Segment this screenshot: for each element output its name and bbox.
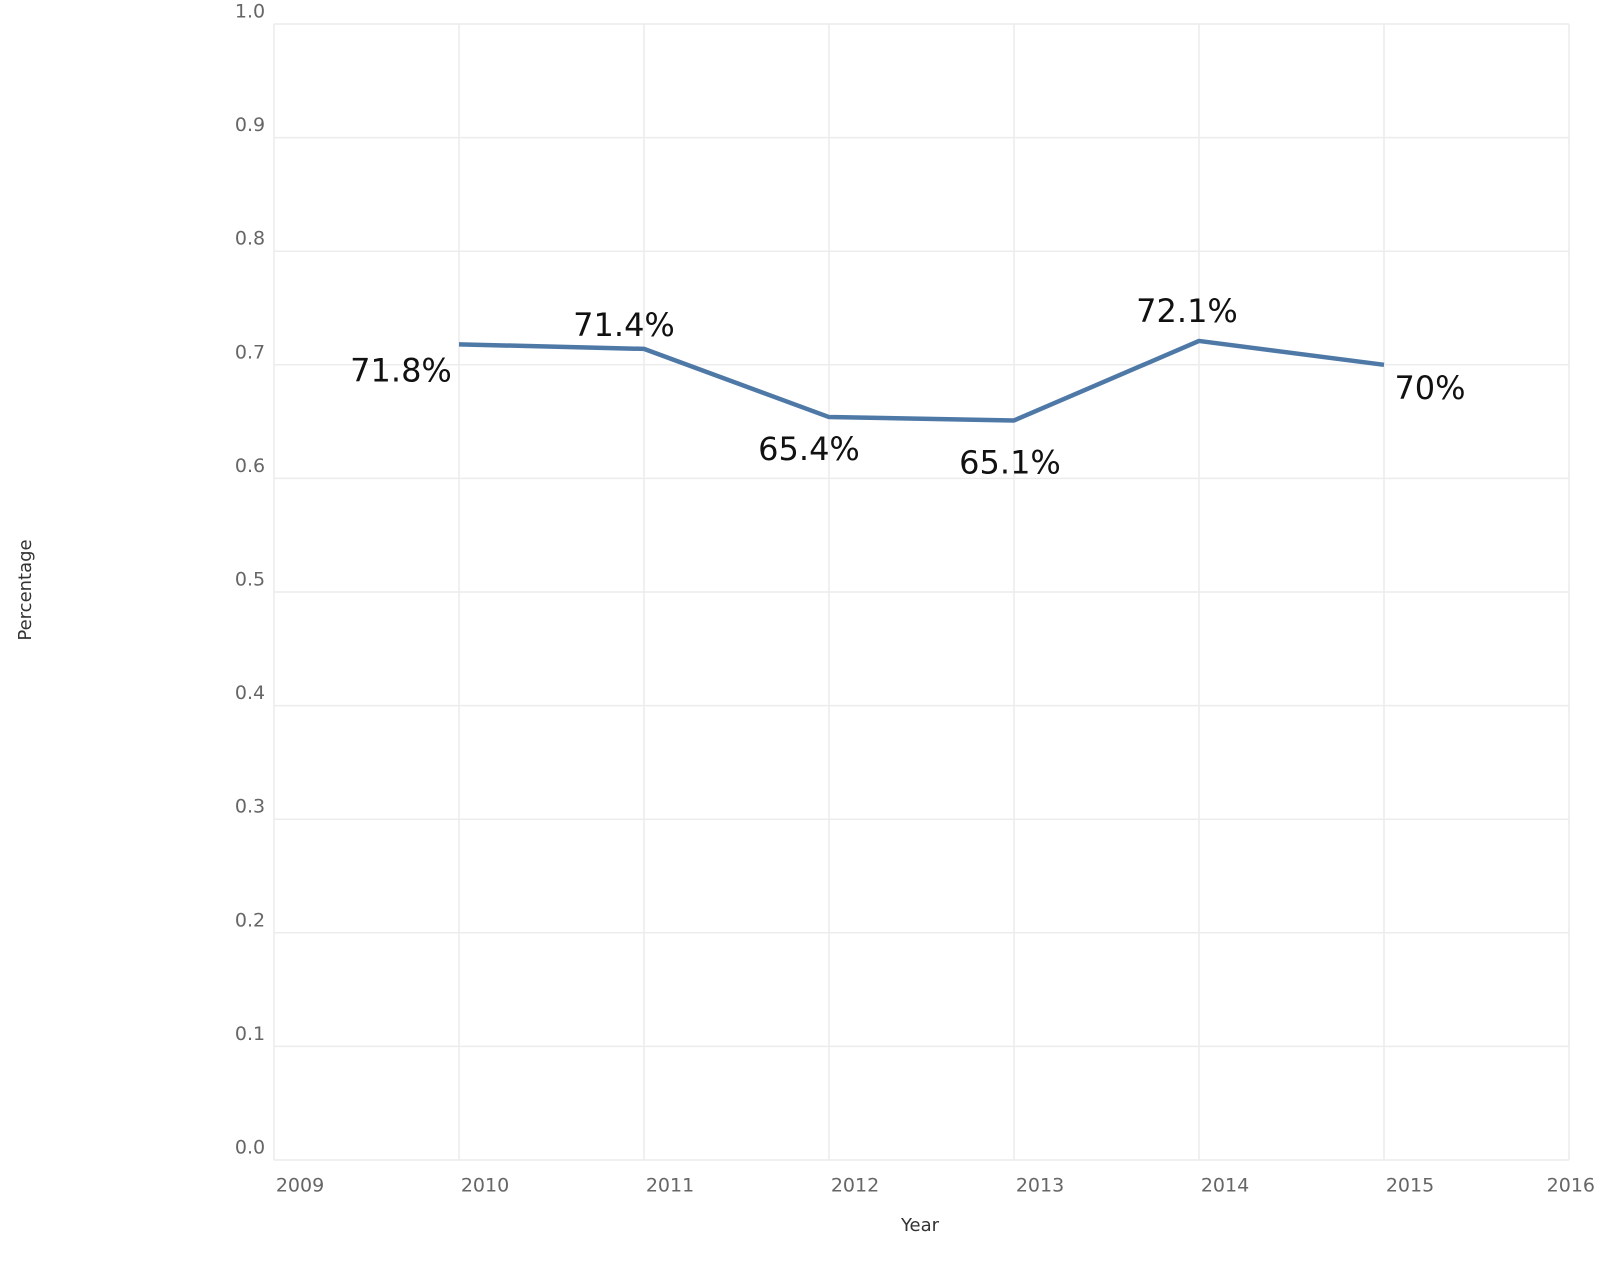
data-label: 65.4% [758, 430, 860, 468]
x-tick-label: 2009 [276, 1175, 324, 1197]
y-tick-label: 0.7 [235, 341, 265, 363]
y-tick-label: 0.8 [235, 228, 265, 250]
y-tick-label: 0.4 [235, 682, 265, 704]
x-tick-label: 2014 [1201, 1175, 1249, 1197]
y-tick-label: 0.2 [235, 909, 265, 931]
y-tick-label: 0.6 [235, 455, 265, 477]
data-label: 71.8% [350, 351, 452, 389]
x-axis-title: Year [900, 1215, 940, 1236]
x-tick-label: 2011 [646, 1175, 694, 1197]
data-line [458, 338, 1385, 423]
data-label: 71.4% [573, 306, 675, 344]
y-tick-label: 0.5 [235, 569, 265, 591]
y-tick-label: 1.0 [235, 1, 265, 23]
data-label: 72.1% [1136, 292, 1238, 330]
y-tick-label: 0.1 [235, 1023, 265, 1045]
x-tick-label: 2012 [831, 1175, 879, 1197]
x-tick-label: 2010 [461, 1175, 509, 1197]
y-tick-label: 0.0 [235, 1137, 265, 1159]
y-tick-label: 0.9 [235, 114, 265, 136]
data-label: 70% [1394, 369, 1465, 407]
y-axis-title: Percentage [15, 539, 36, 640]
data-label: 65.1% [959, 443, 1061, 481]
x-tick-label: 2013 [1016, 1175, 1064, 1197]
x-tick-label: 2016 [1547, 1175, 1595, 1197]
x-tick-label: 2015 [1386, 1175, 1434, 1197]
y-tick-label: 0.3 [235, 796, 265, 818]
